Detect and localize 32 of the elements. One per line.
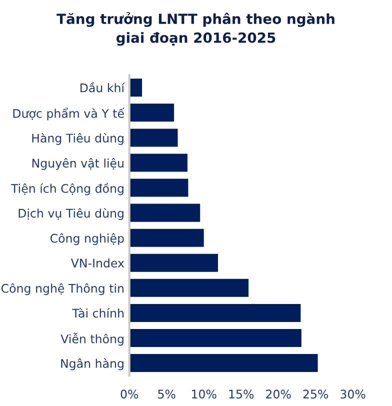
- y-tick-label: Dầu khí: [80, 82, 125, 92]
- y-tick-label: Công nghiệp: [50, 233, 124, 246]
- y-tick-label: VN-Index: [70, 258, 124, 268]
- y-tick-label: Tài chính: [72, 308, 124, 318]
- y-tick-label: Nguyên vật liệu: [32, 158, 124, 170]
- x-tick-label: 15%: [229, 390, 254, 399]
- y-tick-label: Tiện ích Cộng đồng: [10, 182, 124, 196]
- y-tick-label: Dịch vụ Tiêu dùng: [18, 208, 124, 220]
- y-tick-label: Ngân hàng: [61, 358, 124, 370]
- x-tick-label: 30%: [340, 390, 366, 399]
- bar: [129, 178, 188, 197]
- y-tick-label: Hàng Tiêu dùng: [32, 132, 124, 145]
- bar: [129, 104, 174, 122]
- bar: [129, 204, 200, 222]
- x-tick-label: 0%: [120, 390, 138, 399]
- chart-title: Tăng trưởng LNTT phân theo ngành giai đoạn 2016-2025: [56, 12, 334, 46]
- x-tick-label: 5%: [158, 390, 176, 399]
- bar: [129, 78, 142, 97]
- y-tick-label: Viễn thông: [60, 332, 124, 346]
- x-tick-label: 10%: [192, 390, 216, 399]
- y-tick-label: Công nghệ Thông tin: [1, 283, 124, 296]
- bar: [129, 328, 302, 348]
- bar: [129, 304, 301, 322]
- x-tick-label: 20%: [266, 390, 291, 399]
- bar: [129, 278, 249, 297]
- bar: [129, 228, 204, 247]
- bar: [129, 354, 318, 372]
- bar: [129, 154, 188, 172]
- bar: [129, 254, 218, 272]
- y-tick-label: Dược phẩm và Y tế: [13, 108, 124, 120]
- bar: [129, 128, 178, 147]
- x-tick-label: 25%: [303, 390, 328, 399]
